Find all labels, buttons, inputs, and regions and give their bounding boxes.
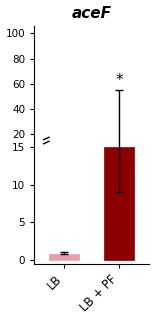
Title: aceF: aceF [72, 5, 112, 20]
Bar [49, 254, 80, 260]
Bar [104, 147, 134, 260]
Text: *: * [115, 73, 123, 88]
